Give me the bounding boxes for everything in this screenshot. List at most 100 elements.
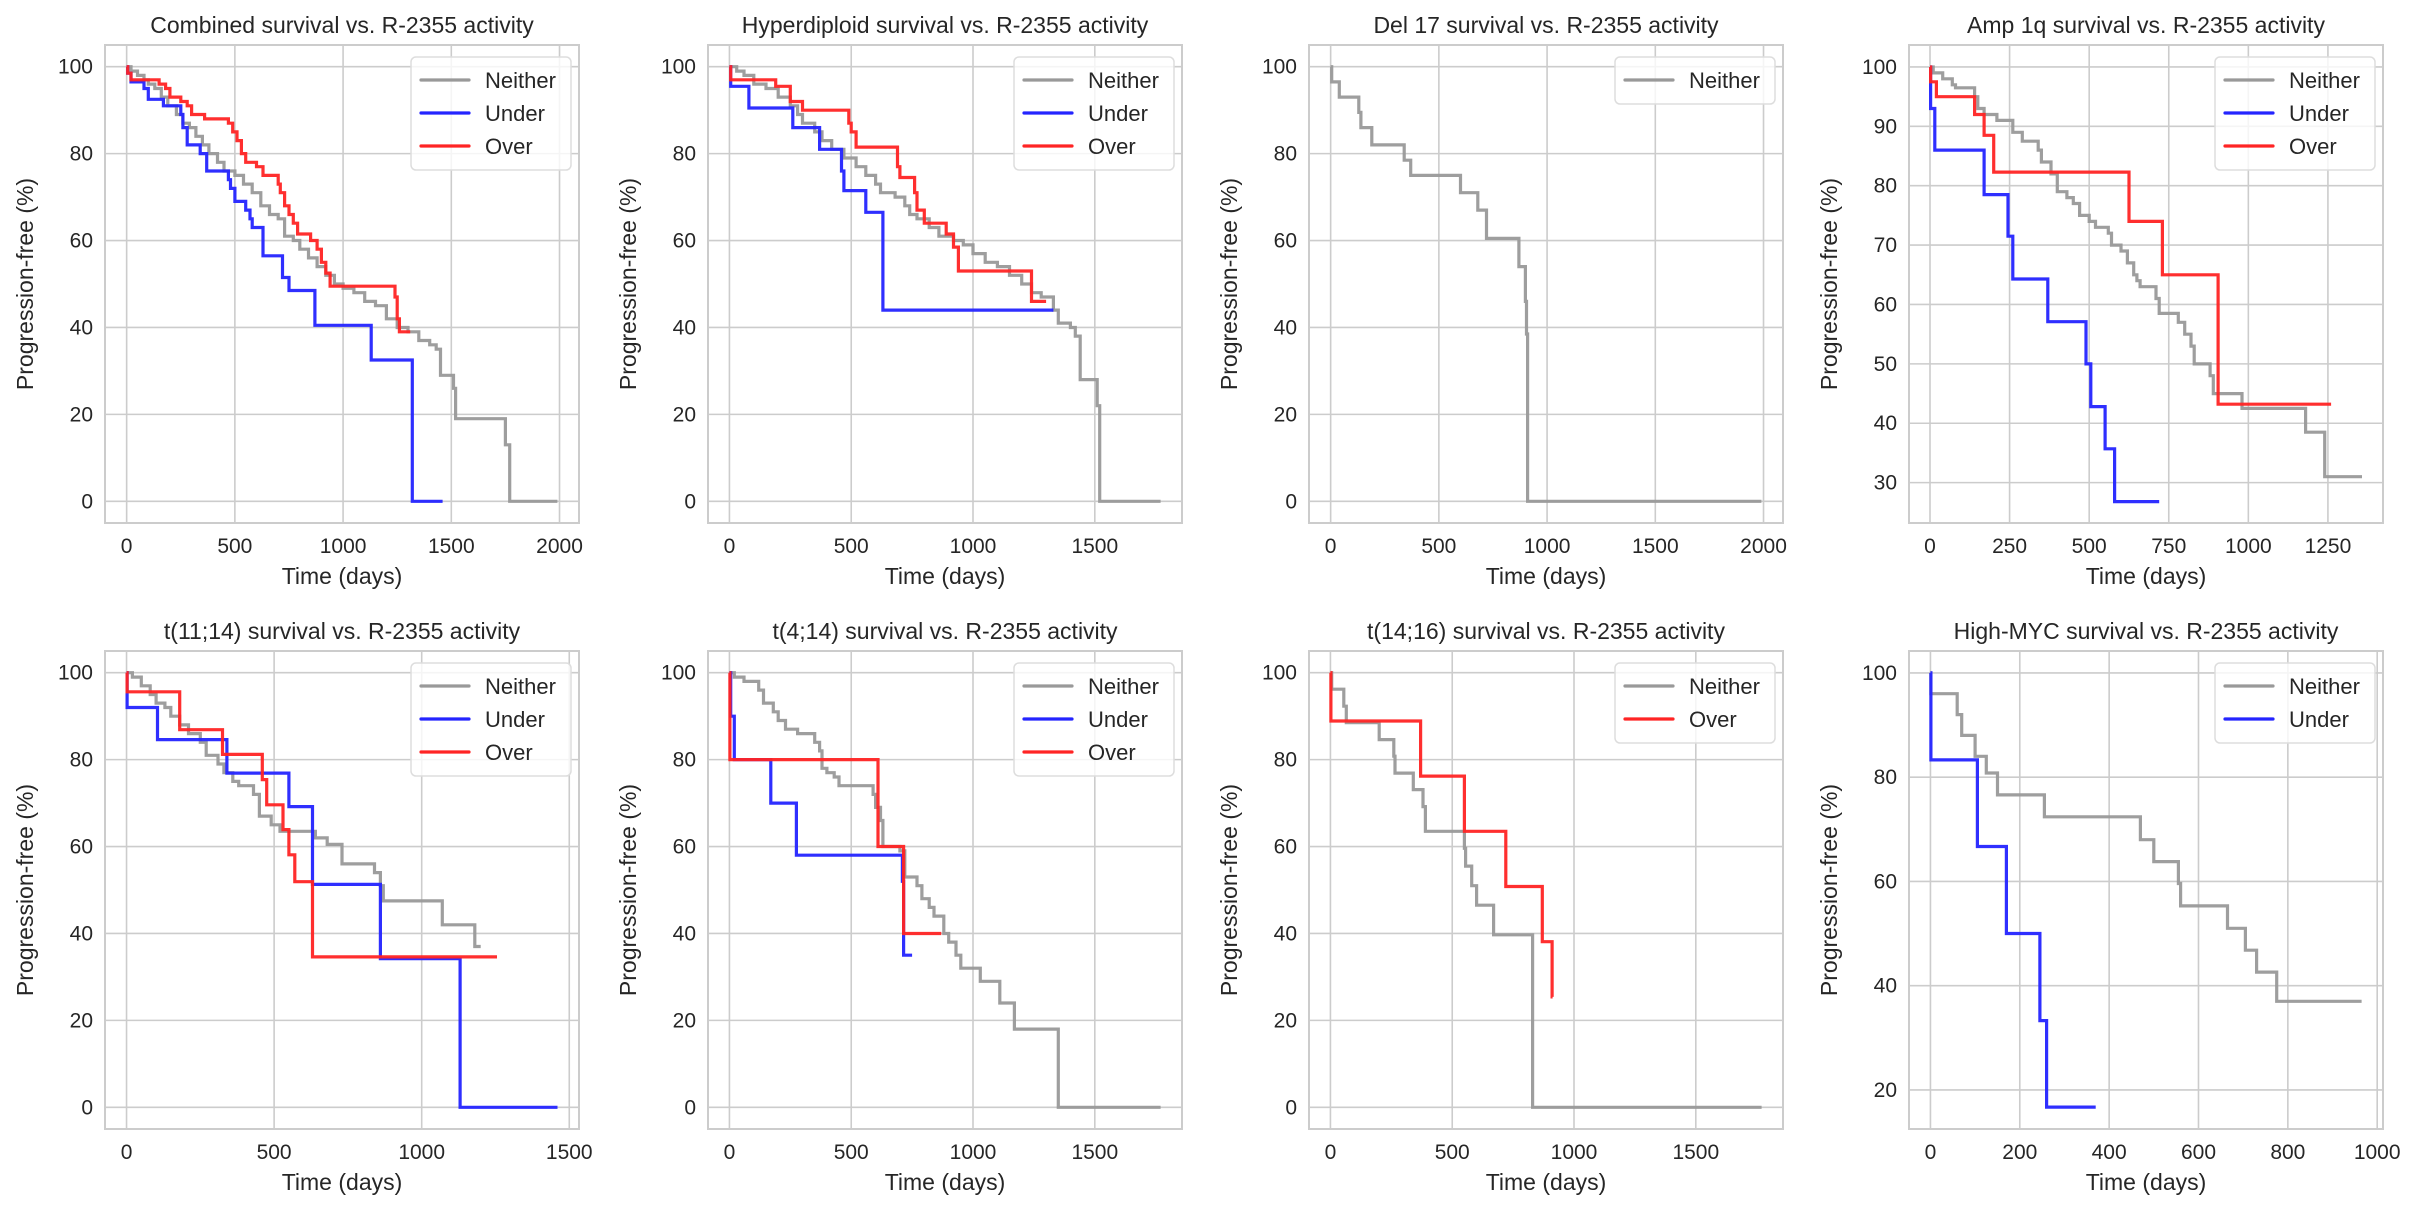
y-tick-label: 0: [81, 490, 93, 513]
x-tick-label: 0: [1924, 535, 1936, 558]
x-tick-label: 1500: [1071, 535, 1118, 558]
y-tick-label: 0: [1285, 490, 1297, 513]
legend-label-neither: Neither: [1088, 674, 1159, 699]
y-tick-label: 100: [661, 662, 696, 685]
legend-label-under: Under: [2289, 101, 2349, 126]
y-tick-label: 40: [673, 922, 696, 945]
x-tick-label: 1000: [2225, 535, 2272, 558]
y-tick-label: 80: [1874, 766, 1897, 789]
y-tick-label: 20: [1874, 1079, 1897, 1102]
x-tick-label: 250: [1992, 535, 2027, 558]
x-tick-label: 800: [2270, 1141, 2305, 1164]
legend-box: [1614, 56, 1776, 105]
legend-label-neither: Neither: [2289, 674, 2360, 699]
chart-title: Hyperdiploid survival vs. R-2355 activit…: [742, 12, 1149, 38]
legend: Neither Over: [1614, 662, 1776, 744]
y-tick-label: 60: [70, 230, 93, 253]
chart-title: t(4;14) survival vs. R-2355 activity: [772, 618, 1118, 644]
legend-box: [1013, 662, 1175, 777]
x-tick-label: 1000: [1524, 535, 1571, 558]
y-tick-label: 80: [673, 143, 696, 166]
legend-label-neither: Neither: [485, 674, 556, 699]
legend-label-over: Over: [2289, 134, 2337, 159]
axes-frame: [1908, 44, 2384, 524]
series-line-over: [1929, 65, 2332, 406]
x-tick-label: 0: [121, 535, 133, 558]
chart-title: Del 17 survival vs. R-2355 activity: [1373, 12, 1719, 38]
plot-area: [1309, 45, 1783, 523]
series-line-under: [125, 671, 558, 1109]
x-tick-label: 400: [2092, 1141, 2127, 1164]
x-tick-label: 1250: [2305, 535, 2352, 558]
x-tick-label: 1000: [398, 1141, 445, 1164]
x-tick-label: 1000: [950, 1141, 997, 1164]
legend: Neither: [1614, 56, 1776, 105]
legend-label-over: Over: [485, 134, 533, 159]
legend: Neither Under Over: [1013, 56, 1175, 171]
x-tick-label: 0: [724, 535, 736, 558]
x-tick-label: 1000: [2354, 1141, 2401, 1164]
y-tick-label: 80: [1274, 143, 1297, 166]
legend: Neither Under: [2214, 662, 2376, 744]
chart-panel-3: 0 500 1000 1500 2000 0 20 40 60 80 100 Del 17 survi…: [1216, 12, 1787, 589]
y-axis-label: Progression-free (%): [1216, 784, 1242, 996]
x-axis-label: Time (days): [1486, 563, 1607, 589]
series-line-under: [729, 65, 1054, 312]
y-tick-label: 20: [70, 1009, 93, 1032]
x-tick-label: 500: [834, 535, 869, 558]
y-tick-label: 80: [673, 749, 696, 772]
x-tick-label: 1500: [428, 535, 475, 558]
y-tick-label: 100: [1262, 662, 1297, 685]
axes-frame: [1908, 650, 2384, 1130]
x-tick-label: 0: [724, 1141, 736, 1164]
legend-label-neither: Neither: [1689, 674, 1760, 699]
series-line-over: [125, 671, 497, 959]
y-tick-label: 100: [1862, 56, 1897, 79]
series-line-over: [1329, 671, 1554, 999]
chart-panel-2: 0 500 1000 1500 0 20 40 60 80 100 Hyperdiploid sur…: [615, 12, 1183, 589]
legend-label-under: Under: [1088, 707, 1148, 732]
series-group: [729, 65, 1161, 503]
y-tick-label: 20: [673, 1009, 696, 1032]
series-line-over: [729, 65, 1047, 303]
x-tick-label: 500: [1421, 535, 1456, 558]
x-tick-label: 0: [1325, 535, 1337, 558]
series-group: [728, 671, 1161, 1109]
y-axis-label: Progression-free (%): [12, 178, 38, 390]
y-tick-label: 40: [1874, 975, 1897, 998]
chart-panel-7: 0 500 1000 1500 0 20 40 60 80 100 t(14;16) surviva…: [1216, 618, 1784, 1195]
x-axis-label: Time (days): [282, 563, 403, 589]
y-tick-label: 60: [1274, 836, 1297, 859]
x-tick-label: 500: [257, 1141, 292, 1164]
y-tick-label: 20: [1274, 403, 1297, 426]
x-axis-label: Time (days): [2086, 1169, 2207, 1195]
y-axis-label: Progression-free (%): [1816, 784, 1842, 996]
legend-box: [410, 662, 572, 777]
axes-frame: [707, 650, 1183, 1130]
gridlines: [1909, 45, 2383, 523]
axes-frame: [104, 44, 580, 524]
y-tick-label: 30: [1874, 472, 1897, 495]
y-tick-label: 20: [1274, 1009, 1297, 1032]
y-tick-label: 90: [1874, 115, 1897, 138]
y-tick-label: 100: [661, 56, 696, 79]
legend-box: [2214, 56, 2376, 171]
series-line-over: [126, 65, 411, 334]
legend-label-over: Over: [1088, 740, 1136, 765]
y-axis-label: Progression-free (%): [615, 178, 641, 390]
chart-title: Combined survival vs. R-2355 activity: [150, 12, 534, 38]
y-tick-label: 100: [1862, 662, 1897, 685]
x-axis-label: Time (days): [1486, 1169, 1607, 1195]
legend-label-over: Over: [1088, 134, 1136, 159]
y-tick-label: 80: [1274, 749, 1297, 772]
x-tick-label: 600: [2181, 1141, 2216, 1164]
y-tick-label: 0: [81, 1096, 93, 1119]
legend-box: [1614, 662, 1776, 744]
series-group: [1330, 65, 1762, 503]
legend-label-neither: Neither: [1088, 68, 1159, 93]
series-line-neither: [729, 65, 1161, 503]
y-tick-label: 60: [1274, 230, 1297, 253]
y-tick-label: 40: [673, 316, 696, 339]
axes-frame: [104, 650, 580, 1130]
